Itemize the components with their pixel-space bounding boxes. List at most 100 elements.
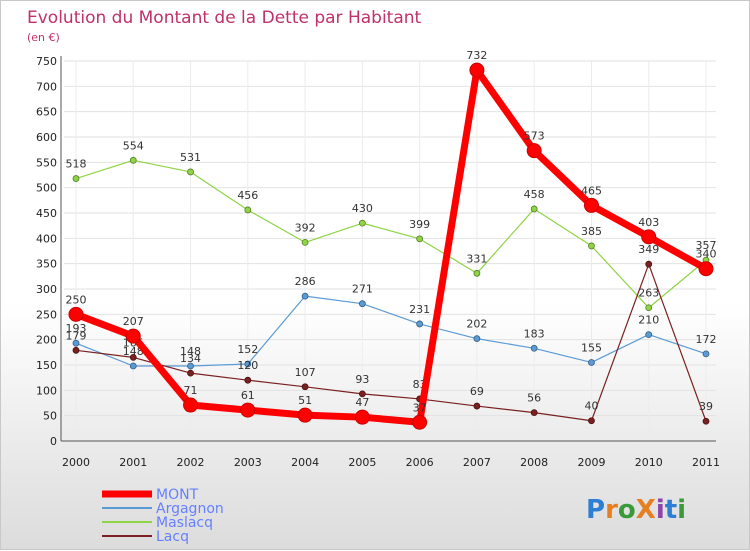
y-tick-label: 550 (36, 156, 57, 169)
y-tick-label: 350 (36, 258, 57, 271)
data-point-maslacq (358, 219, 366, 227)
chart-title: Evolution du Montant de la Dette par Hab… (27, 8, 422, 28)
series-layer: 193 148 148 152 286 271 231 202 183 155 210 172 518 5… (66, 49, 717, 430)
data-point-mont (240, 402, 256, 418)
data-point-maslacq (301, 238, 309, 246)
y-tick-label: 250 (36, 308, 57, 321)
x-tick-label: 2010 (635, 456, 663, 469)
data-point-maslacq (530, 205, 538, 213)
data-point-argagnon (473, 335, 481, 343)
data-label-argagnon: 286 (295, 275, 316, 288)
data-label-maslacq: 458 (524, 188, 545, 201)
x-tick-label: 2003 (234, 456, 262, 469)
data-label-maslacq: 392 (295, 221, 316, 234)
data-point-mont (68, 306, 84, 322)
legend-label-mont: MONT (156, 487, 199, 503)
data-label-mont: 37 (413, 401, 427, 414)
data-point-argagnon (187, 362, 194, 370)
data-label-lacq: 39 (699, 400, 713, 413)
data-point-mont (297, 407, 313, 423)
data-point-argagnon (244, 360, 252, 368)
data-label-lacq: 120 (237, 359, 258, 372)
y-tick-label: 100 (36, 384, 57, 397)
data-point-lacq (702, 417, 710, 425)
x-tick-label: 2009 (577, 456, 605, 469)
grid-layer (64, 60, 716, 441)
data-point-lacq (187, 369, 194, 377)
data-point-maslacq (473, 269, 481, 277)
y-tick-label: 50 (43, 410, 57, 423)
data-point-mont (641, 229, 657, 245)
data-point-mont (183, 397, 199, 413)
data-point-argagnon (702, 350, 710, 358)
data-point-argagnon (588, 359, 595, 366)
data-point-mont (469, 62, 485, 78)
data-label-maslacq: 385 (581, 225, 602, 238)
data-point-argagnon (129, 362, 137, 370)
data-label-mont: 61 (241, 389, 255, 402)
data-point-mont (698, 261, 714, 277)
series-line-mont (72, 66, 710, 426)
series-line-argagnon (75, 295, 707, 367)
data-label-lacq: 69 (470, 385, 484, 398)
data-label-mont: 465 (581, 184, 602, 197)
data-point-lacq (129, 353, 137, 361)
data-label-lacq: 179 (66, 329, 87, 342)
data-label-mont: 71 (184, 384, 198, 397)
data-point-mont (412, 414, 428, 430)
data-point-maslacq (645, 304, 653, 312)
proxiti-logo: ProXiti (586, 495, 686, 525)
data-point-lacq (473, 402, 481, 410)
y-tick-label: 200 (36, 334, 57, 347)
data-label-lacq: 107 (295, 366, 316, 379)
data-label-mont: 732 (466, 49, 487, 62)
data-label-lacq: 56 (527, 392, 541, 405)
data-point-lacq (72, 346, 80, 354)
data-label-maslacq: 331 (466, 252, 487, 265)
data-point-lacq (645, 260, 653, 268)
legend-label-argagnon: Argagnon (156, 501, 224, 517)
x-tick-label: 2006 (406, 456, 434, 469)
chart-subtitle: (en €) (27, 31, 60, 44)
data-point-maslacq (244, 206, 252, 214)
logo-text: ProXiti (586, 495, 686, 525)
data-point-maslacq (129, 156, 137, 164)
legend-label-maslacq: Maslacq (156, 515, 213, 531)
data-point-lacq (588, 417, 595, 425)
data-point-argagnon (416, 320, 424, 328)
data-label-argagnon: 271 (352, 283, 373, 296)
data-point-lacq (358, 390, 366, 398)
data-label-lacq: 349 (638, 243, 659, 256)
data-label-maslacq: 518 (66, 158, 87, 171)
data-label-mont: 47 (355, 396, 369, 409)
x-tick-label: 2000 (62, 456, 90, 469)
data-label-mont: 403 (638, 216, 659, 229)
data-label-maslacq: 554 (123, 139, 144, 152)
data-label-argagnon: 193 (66, 322, 87, 335)
data-label-lacq: 134 (180, 352, 201, 365)
data-label-mont: 573 (524, 130, 545, 143)
legend-label-lacq: Lacq (156, 529, 189, 545)
data-label-maslacq: 357 (696, 239, 717, 252)
data-label-argagnon: 210 (638, 314, 659, 327)
data-point-lacq (301, 383, 309, 391)
y-tick-label: 400 (36, 232, 57, 245)
data-label-argagnon: 148 (180, 345, 201, 358)
data-label-maslacq: 531 (180, 151, 201, 164)
y-tick-label: 600 (36, 131, 57, 144)
data-label-argagnon: 155 (581, 341, 602, 354)
data-point-maslacq (187, 168, 194, 176)
data-point-lacq (530, 409, 538, 417)
data-label-mont: 51 (298, 394, 312, 407)
x-tick-label: 2007 (463, 456, 491, 469)
data-point-mont (583, 197, 599, 213)
data-label-maslacq: 430 (352, 202, 373, 215)
x-tick-label: 2011 (692, 456, 720, 469)
data-point-maslacq (588, 242, 595, 250)
data-label-argagnon: 172 (696, 333, 717, 346)
data-label-argagnon: 183 (524, 327, 545, 340)
data-label-mont: 340 (696, 248, 717, 261)
